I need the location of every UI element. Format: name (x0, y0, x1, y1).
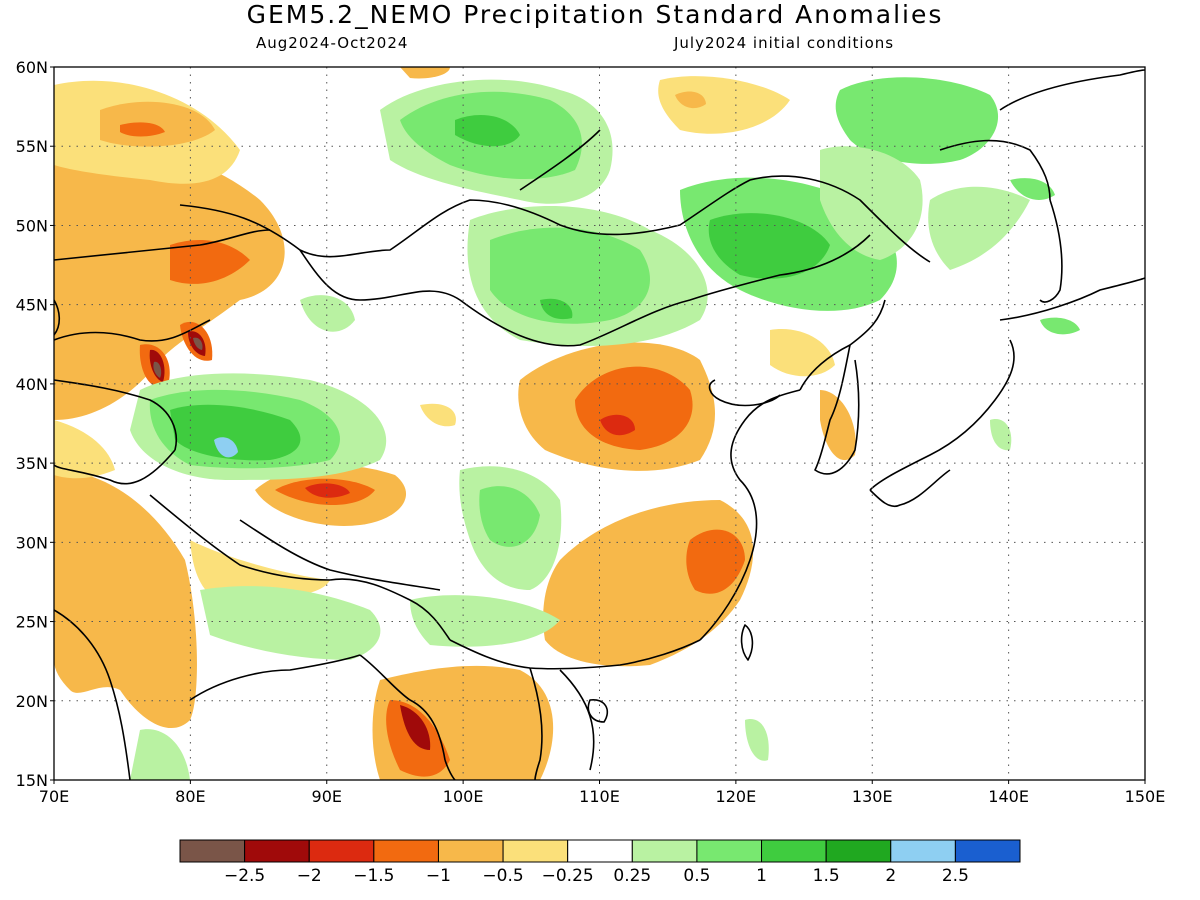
colorbar-label: 0.25 (613, 866, 651, 886)
initial-conditions: July2024 initial conditions (674, 34, 895, 52)
map-title: GEM5.2_NEMO Precipitation Standard Anoma… (246, 0, 944, 29)
lon-tick-label: 130E (852, 787, 893, 806)
colorbar-swatch (761, 839, 827, 863)
colorbar-swatch (825, 839, 892, 863)
lon-tick-label: 90E (312, 787, 342, 806)
colorbar-label: 2.5 (942, 866, 969, 886)
anomaly-field (54, 67, 1080, 780)
colorbar-label: −1 (426, 866, 451, 886)
colorbar-swatch (179, 839, 246, 863)
lon-tick-label: 80E (175, 787, 205, 806)
lon-tick-label: 70E (39, 787, 69, 806)
colorbar-label: 2 (885, 866, 896, 886)
colorbar-swatch (373, 839, 439, 863)
lon-tick-label: 100E (443, 787, 484, 806)
colorbar-label: −1.5 (353, 866, 394, 886)
lat-tick-label: 60N (16, 58, 48, 77)
colorbar-swatch (696, 839, 763, 863)
colorbar-label: −2 (297, 866, 322, 886)
lat-tick-label: 55N (16, 137, 48, 156)
lon-tick-label: 140E (988, 787, 1029, 806)
colorbar-label: −2.5 (224, 866, 265, 886)
latitude-labels: 60N 55N 50N 45N 40N 35N 30N 25N 20N 15N (16, 58, 48, 790)
colorbar-swatch (502, 839, 569, 863)
lon-tick-label: 150E (1125, 787, 1166, 806)
colorbar-labels: −2.5 −2 −1.5 −1 −0.5 −0.25 0.25 0.5 1 1.5 2 2.5 (224, 866, 969, 886)
lat-tick-label: 40N (16, 375, 48, 394)
lat-tick-label: 35N (16, 454, 48, 473)
colorbar (179, 839, 1021, 863)
lat-tick-label: 15N (16, 771, 48, 790)
colorbar-label: −0.5 (482, 866, 523, 886)
colorbar-swatch (954, 839, 1021, 863)
lat-tick-label: 25N (16, 613, 48, 632)
lon-tick-label: 120E (716, 787, 757, 806)
colorbar-swatch (437, 839, 504, 863)
colorbar-label: 0.5 (683, 866, 710, 886)
colorbar-swatch (308, 839, 375, 863)
lat-tick-label: 20N (16, 692, 48, 711)
lon-tick-label: 110E (579, 787, 620, 806)
colorbar-label: −0.25 (542, 866, 594, 886)
lat-tick-label: 45N (16, 296, 48, 315)
lat-tick-label: 30N (16, 533, 48, 552)
colorbar-swatch (567, 839, 633, 863)
colorbar-label: 1 (756, 866, 767, 886)
longitude-labels: 70E 80E 90E 100E 110E 120E 130E 140E 150E (39, 787, 1166, 806)
colorbar-label: 1.5 (813, 866, 840, 886)
colorbar-swatch (631, 839, 698, 863)
axis-tick-marks (50, 66, 1146, 784)
colorbar-swatch (890, 839, 956, 863)
forecast-period: Aug2024-Oct2024 (256, 34, 409, 52)
lat-tick-label: 50N (16, 216, 48, 235)
colorbar-swatch (244, 839, 310, 863)
